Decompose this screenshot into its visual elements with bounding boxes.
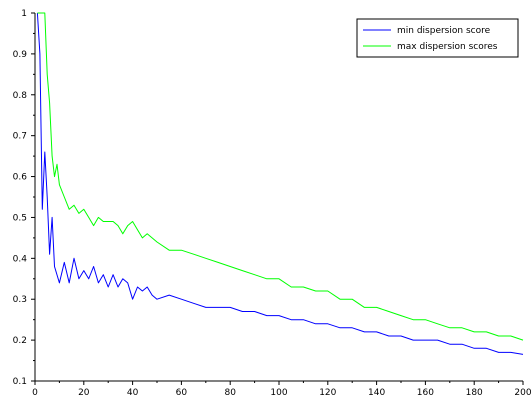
series-line-min-dispersion-score [36,12,524,355]
x-tick-label: 0 [32,388,38,398]
series-line-max-dispersion-scores [37,12,524,341]
legend-label-min: min dispersion score [397,26,491,36]
x-tick-label: 140 [368,388,385,398]
x-tick-label: 200 [514,388,531,398]
y-tick-label: 0.9 [13,50,28,60]
series-group [36,12,524,355]
x-tick-label: 60 [176,388,188,398]
x-tick-label: 80 [224,388,236,398]
x-tick-label: 40 [127,388,139,398]
axes: 0 20 40 60 80 100 120 140 160 180 200 0.1 0.2 0.3 0.4 0… [13,9,531,398]
legend: min dispersion score max dispersion score… [356,18,519,58]
y-tick-label: 0.3 [13,295,27,305]
legend-label-max: max dispersion scores [397,42,498,52]
y-tick-label: 0.7 [13,132,27,142]
y-tick-label: 0.6 [13,173,28,183]
x-tick-label: 120 [319,388,336,398]
legend-box [356,18,519,58]
x-tick-label: 100 [270,388,287,398]
y-tick-label: 0.5 [13,213,27,223]
plot-area [35,13,523,381]
x-tick-label: 20 [78,388,90,398]
y-tick-label: 0.4 [13,254,28,264]
y-tick-label: 0.8 [13,91,28,101]
y-tick-label: 1 [21,9,27,19]
y-tick-label: 0.2 [13,336,27,346]
x-tick-label: 180 [466,388,483,398]
x-tick-label: 160 [417,388,434,398]
y-tick-label: 0.1 [13,377,27,387]
